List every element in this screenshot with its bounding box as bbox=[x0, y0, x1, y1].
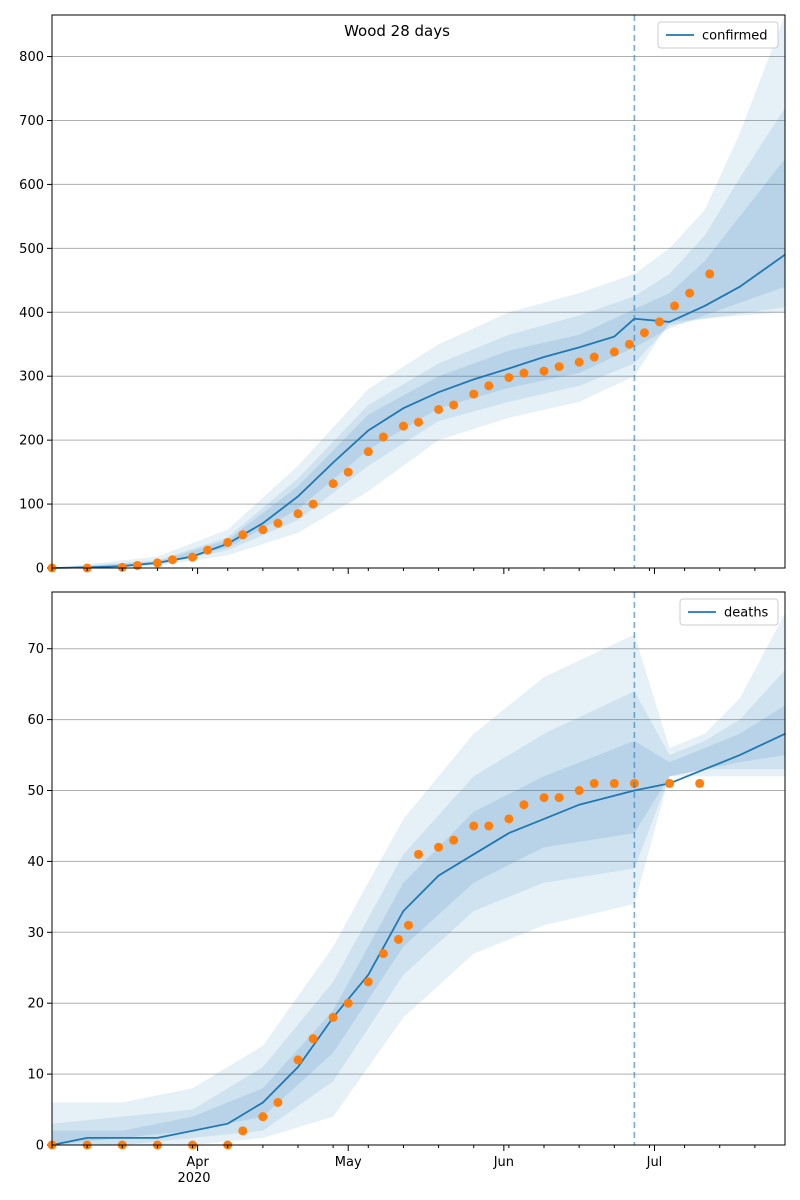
uncertainty-band-outer bbox=[52, 613, 785, 1145]
x-tick-label: Jun bbox=[493, 1155, 514, 1170]
observed-point bbox=[519, 800, 529, 810]
observed-point bbox=[258, 525, 268, 535]
observed-point bbox=[469, 821, 479, 831]
y-tick-label: 10 bbox=[27, 1068, 44, 1083]
observed-point bbox=[132, 560, 142, 570]
observed-point bbox=[434, 842, 444, 852]
observed-point bbox=[539, 793, 549, 803]
observed-point bbox=[223, 537, 233, 547]
observed-point bbox=[484, 821, 494, 831]
observed-point bbox=[449, 835, 459, 845]
observed-point bbox=[343, 998, 353, 1008]
observed-point bbox=[504, 814, 514, 824]
observed-point bbox=[258, 1112, 268, 1122]
observed-point bbox=[504, 372, 514, 382]
observed-point bbox=[695, 778, 705, 788]
observed-point bbox=[363, 977, 373, 987]
legend-box bbox=[657, 21, 779, 49]
observed-point bbox=[589, 352, 599, 362]
x-tick-label: May bbox=[335, 1155, 362, 1170]
observed-point bbox=[609, 778, 619, 788]
observed-point bbox=[393, 934, 403, 944]
y-tick-label: 60 bbox=[27, 713, 44, 728]
observed-point bbox=[343, 467, 353, 477]
observed-point bbox=[188, 552, 198, 562]
y-tick-label: 0 bbox=[36, 562, 44, 577]
y-tick-label: 700 bbox=[19, 114, 44, 129]
observed-point bbox=[609, 347, 619, 357]
observed-point bbox=[308, 499, 318, 509]
y-tick-label: 20 bbox=[27, 997, 44, 1012]
uncertainty-band-middle bbox=[52, 107, 785, 568]
uncertainty-band-inner bbox=[52, 705, 785, 1145]
observed-point bbox=[273, 518, 283, 528]
axes-frame bbox=[51, 591, 786, 1146]
y-tick-label: 40 bbox=[27, 855, 44, 870]
observed-point bbox=[554, 793, 564, 803]
observed-point bbox=[539, 366, 549, 376]
observed-point bbox=[685, 288, 695, 298]
observed-point bbox=[665, 778, 675, 788]
observed-point bbox=[293, 1055, 303, 1065]
y-tick-label: 200 bbox=[19, 434, 44, 449]
confirmed-panel: 0 100 200 300 400 500 600 700 800 confirmed bbox=[19, 14, 786, 577]
chart-title: Wood 28 days bbox=[344, 22, 450, 40]
legend-box bbox=[679, 598, 779, 626]
observed-point bbox=[434, 404, 444, 414]
observed-point bbox=[363, 447, 373, 457]
legend-label: confirmed bbox=[702, 29, 768, 44]
x-tick-label: Apr bbox=[186, 1155, 209, 1170]
legend-label: deaths bbox=[724, 606, 769, 621]
observed-point bbox=[293, 509, 303, 519]
observed-point bbox=[414, 849, 423, 859]
observed-point bbox=[238, 530, 248, 540]
observed-point bbox=[519, 368, 529, 378]
y-tick-label: 500 bbox=[19, 242, 44, 257]
observed-point bbox=[117, 562, 127, 572]
y-tick-label: 0 bbox=[36, 1139, 44, 1154]
y-tick-label: 70 bbox=[27, 642, 44, 657]
uncertainty-band-middle bbox=[52, 670, 785, 1145]
observed-point bbox=[670, 301, 680, 311]
observed-point bbox=[654, 317, 664, 327]
x-tick-label: Jul bbox=[646, 1155, 663, 1170]
y-tick-label: 400 bbox=[19, 306, 44, 321]
y-tick-label: 50 bbox=[27, 784, 44, 799]
observed-point bbox=[378, 949, 388, 959]
observed-point bbox=[414, 417, 423, 427]
observed-point bbox=[639, 328, 649, 338]
observed-point bbox=[152, 558, 162, 568]
observed-point bbox=[574, 786, 584, 796]
observed-point bbox=[167, 555, 177, 565]
observed-point bbox=[203, 545, 213, 555]
observed-point bbox=[328, 1012, 338, 1022]
observed-point bbox=[403, 920, 413, 930]
observed-point bbox=[449, 400, 459, 410]
observed-point bbox=[574, 357, 584, 367]
observed-point bbox=[554, 362, 564, 372]
deaths-panel: 0 10 20 30 40 50 60 70 Apr May Jun Jul deaths bbox=[27, 591, 786, 1170]
observed-point bbox=[273, 1097, 283, 1107]
observed-point bbox=[469, 389, 479, 399]
observed-point bbox=[484, 381, 494, 391]
observed-point bbox=[328, 479, 338, 489]
uncertainty-band-outer bbox=[52, 15, 785, 568]
x-axis-year-label: 2020 bbox=[177, 1171, 210, 1186]
y-tick-label: 600 bbox=[19, 178, 44, 193]
observed-point bbox=[705, 269, 715, 279]
observed-point bbox=[238, 1126, 248, 1136]
observed-point bbox=[624, 339, 634, 349]
axes-frame bbox=[51, 14, 786, 569]
y-tick-label: 30 bbox=[27, 926, 44, 941]
observed-point bbox=[398, 421, 408, 431]
y-tick-label: 100 bbox=[19, 498, 44, 513]
observed-point bbox=[308, 1034, 318, 1044]
y-tick-label: 300 bbox=[19, 370, 44, 385]
observed-point bbox=[589, 778, 599, 788]
y-tick-label: 800 bbox=[19, 50, 44, 65]
observed-point bbox=[378, 432, 388, 442]
